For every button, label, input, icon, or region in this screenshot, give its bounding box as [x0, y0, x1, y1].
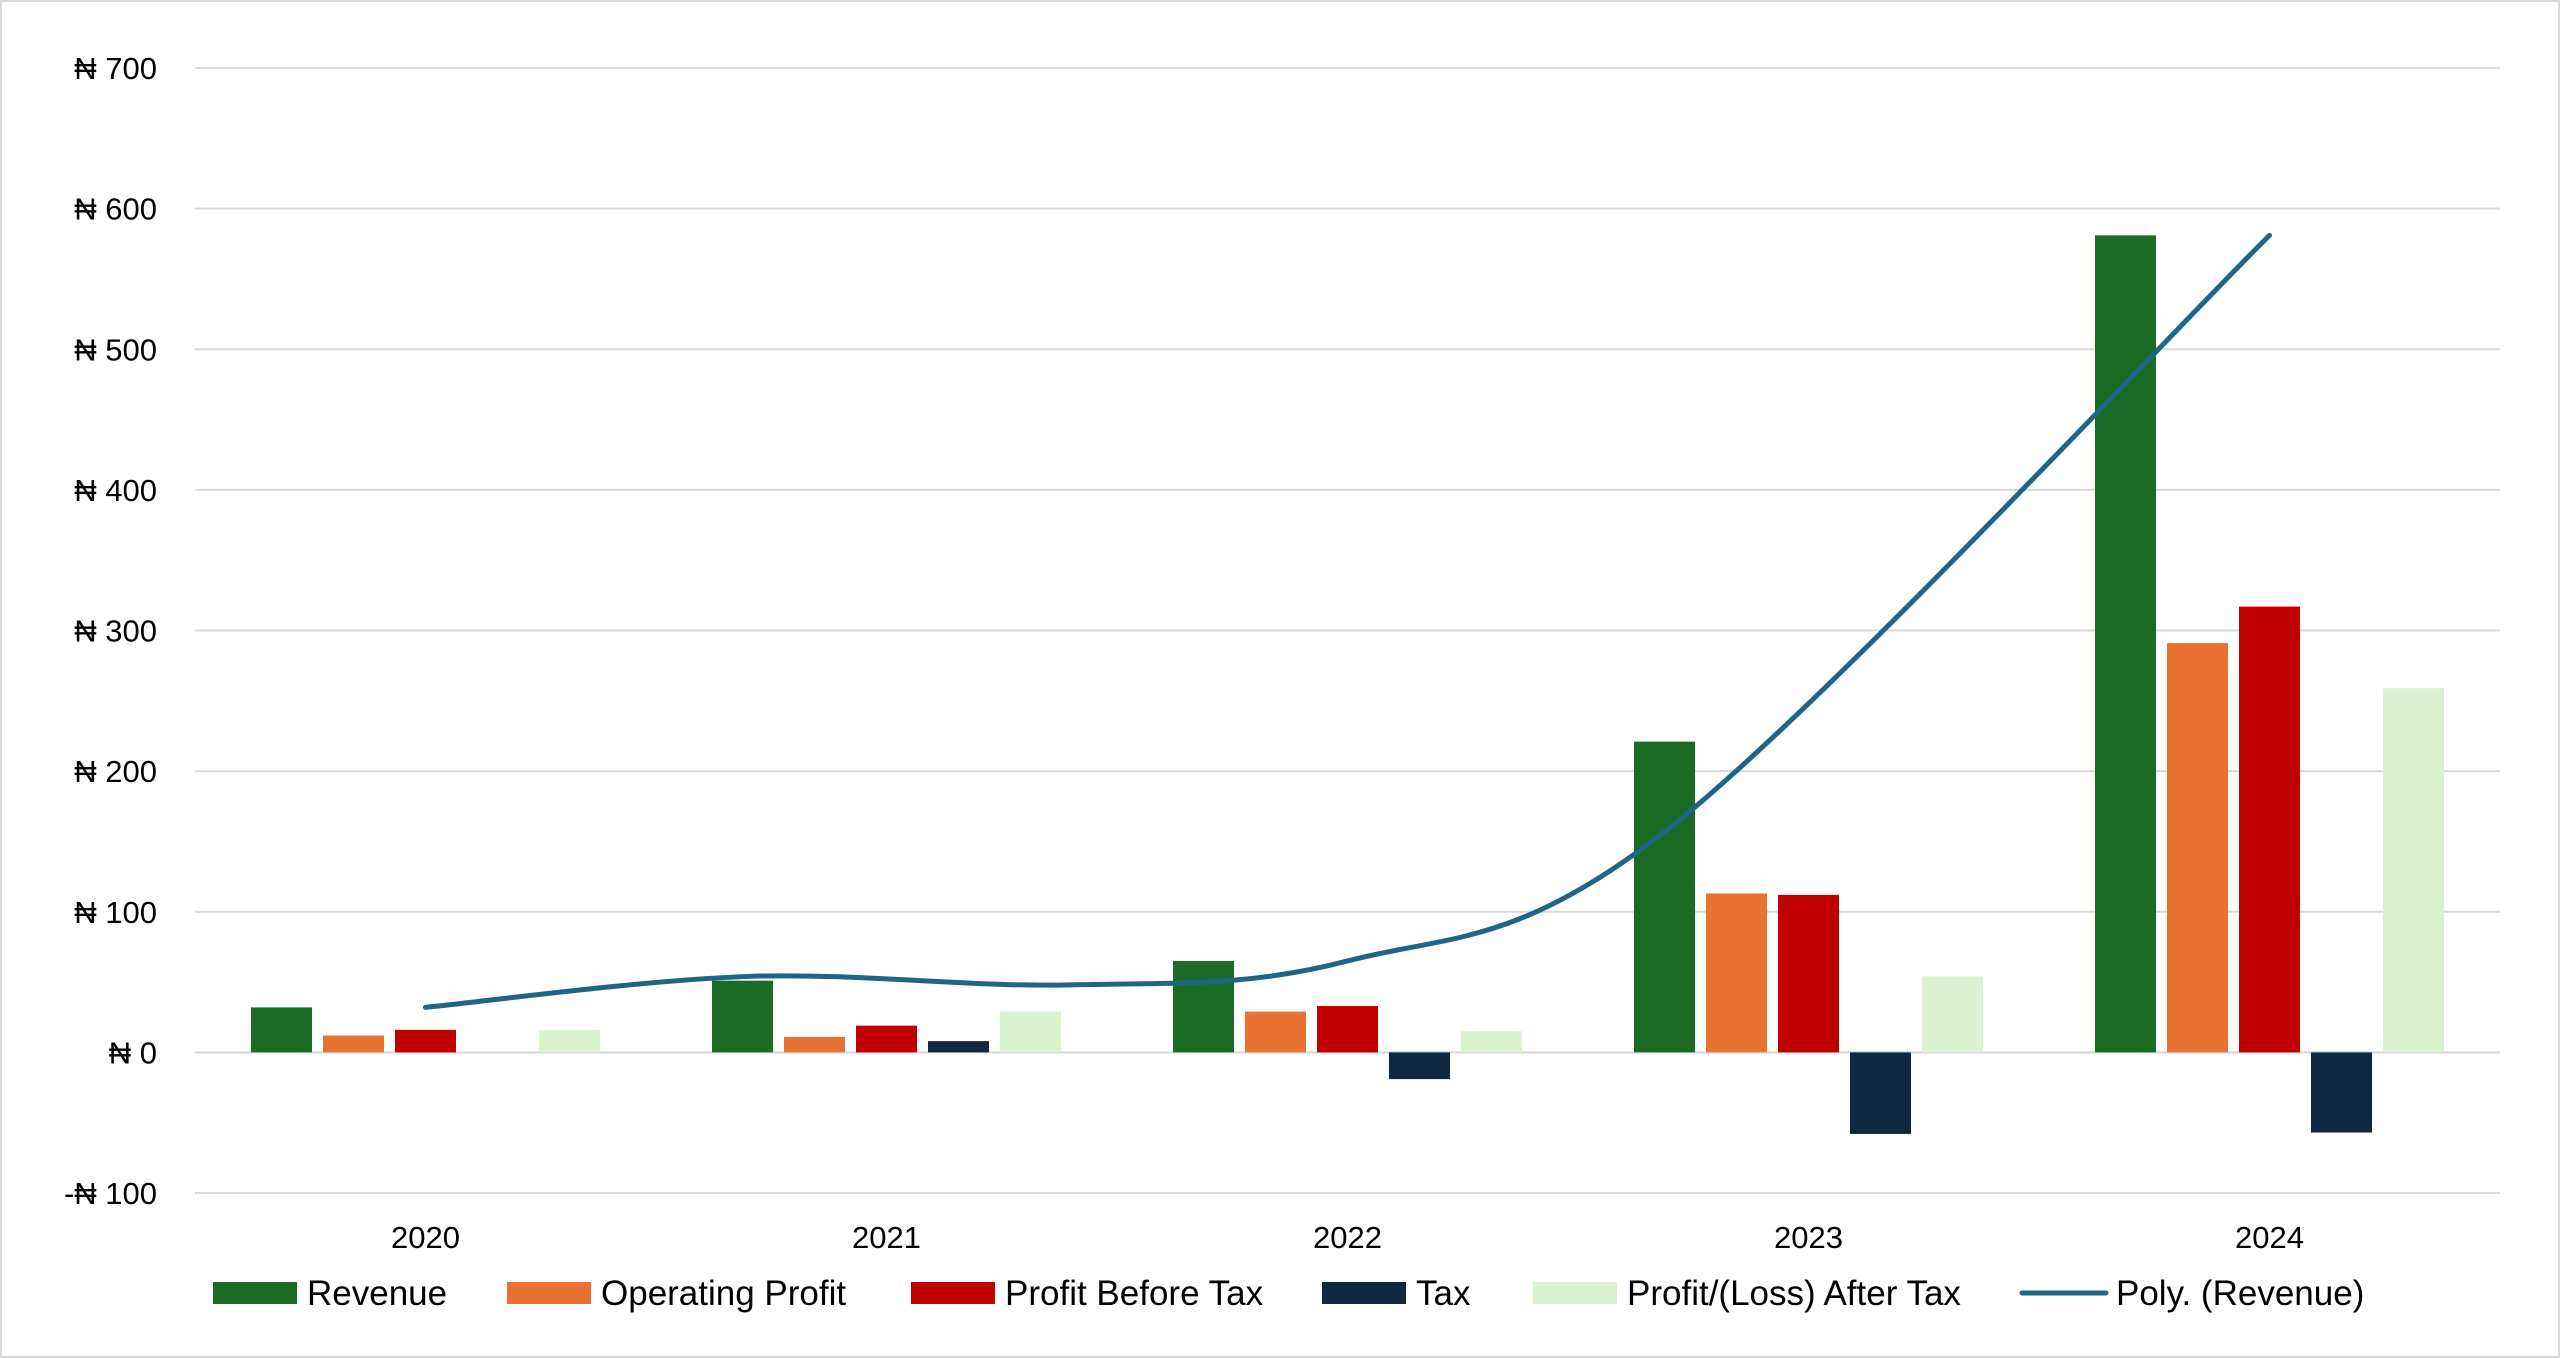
legend-swatch — [1533, 1282, 1617, 1304]
bar — [2311, 1052, 2372, 1133]
y-tick-label: -₦ 100 — [64, 1176, 157, 1211]
x-axis-ticks: 2020 2021 2022 2023 2024 — [391, 1220, 2304, 1255]
bar — [856, 1025, 917, 1053]
legend-label: Profit Before Tax — [1005, 1274, 1264, 1313]
y-tick-label: ₦ 200 — [74, 754, 157, 789]
bar — [1317, 1005, 1378, 1053]
legend-swatch — [213, 1282, 297, 1304]
bar — [1706, 893, 1767, 1053]
bar — [395, 1029, 456, 1053]
bar — [928, 1041, 989, 1053]
bar — [251, 1007, 312, 1053]
legend-label: Profit/(Loss) After Tax — [1627, 1274, 1961, 1313]
legend-swatch — [507, 1282, 591, 1304]
bar — [1461, 1031, 1522, 1053]
x-tick-label: 2024 — [2235, 1220, 2304, 1255]
bar — [2167, 643, 2228, 1053]
y-tick-label: ₦ 600 — [74, 192, 157, 227]
legend-label: Operating Profit — [601, 1274, 846, 1313]
bar — [2095, 235, 2156, 1053]
bar — [1634, 741, 1695, 1053]
bar — [1922, 976, 1983, 1053]
legend-swatch — [911, 1282, 995, 1304]
bar — [1000, 1011, 1061, 1053]
x-tick-label: 2022 — [1313, 1220, 1382, 1255]
legend-label: Poly. (Revenue) — [2116, 1274, 2364, 1313]
y-tick-label: ₦ 100 — [74, 895, 157, 930]
bars — [251, 235, 2444, 1134]
legend-swatch — [1322, 1282, 1406, 1304]
y-tick-label: ₦ 500 — [74, 332, 157, 367]
bar — [1389, 1052, 1450, 1080]
y-tick-label: ₦ 700 — [74, 51, 157, 86]
trendline-layer — [423, 232, 2272, 1010]
trendline-poly-revenue — [423, 232, 2272, 1010]
x-tick-label: 2020 — [391, 1220, 460, 1255]
x-tick-label: 2023 — [1774, 1220, 1843, 1255]
bar — [539, 1029, 600, 1053]
bar — [2383, 688, 2444, 1053]
bar — [784, 1036, 845, 1053]
bar — [323, 1035, 384, 1053]
legend: Revenue Operating Profit Profit Before Tax… — [213, 1274, 2364, 1313]
legend-label: Tax — [1416, 1274, 1471, 1313]
y-tick-label: ₦ 300 — [74, 614, 157, 649]
bar — [1778, 894, 1839, 1053]
bar — [1850, 1052, 1911, 1134]
bar — [1245, 1011, 1306, 1053]
y-tick-label: ₦ 400 — [74, 473, 157, 508]
y-axis-ticks: -₦ 100 ₦ 0 ₦ 100 ₦ 200 ₦ 300 ₦ 400 ₦ 500 ₦ 600 ₦… — [64, 51, 157, 1211]
x-tick-label: 2021 — [852, 1220, 921, 1255]
bar — [2239, 606, 2300, 1053]
bar — [712, 980, 773, 1053]
bar — [1173, 960, 1234, 1053]
y-tick-label: ₦ 0 — [109, 1035, 157, 1070]
legend-label: Revenue — [307, 1274, 447, 1313]
